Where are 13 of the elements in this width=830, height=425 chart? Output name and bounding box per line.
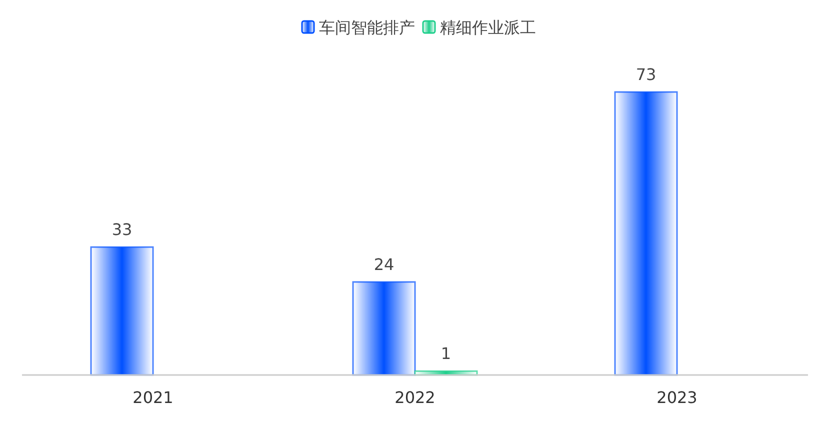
plot: 33 24 73 1 bbox=[90, 65, 678, 376]
bar bbox=[352, 281, 416, 376]
data-label: 1 bbox=[440, 344, 452, 364]
x-tick-label: 2023 bbox=[656, 388, 698, 407]
x-tick-label: 2021 bbox=[132, 388, 174, 407]
data-label: 73 bbox=[636, 65, 656, 84]
legend-label: 车间智能排产 bbox=[319, 18, 415, 37]
bar bbox=[90, 246, 154, 376]
bar bbox=[614, 91, 678, 376]
legend-label: 精细作业派工 bbox=[440, 18, 536, 37]
x-tick-label: 2022 bbox=[394, 388, 436, 407]
data-label: 24 bbox=[374, 254, 394, 274]
data-label: 33 bbox=[112, 220, 132, 240]
